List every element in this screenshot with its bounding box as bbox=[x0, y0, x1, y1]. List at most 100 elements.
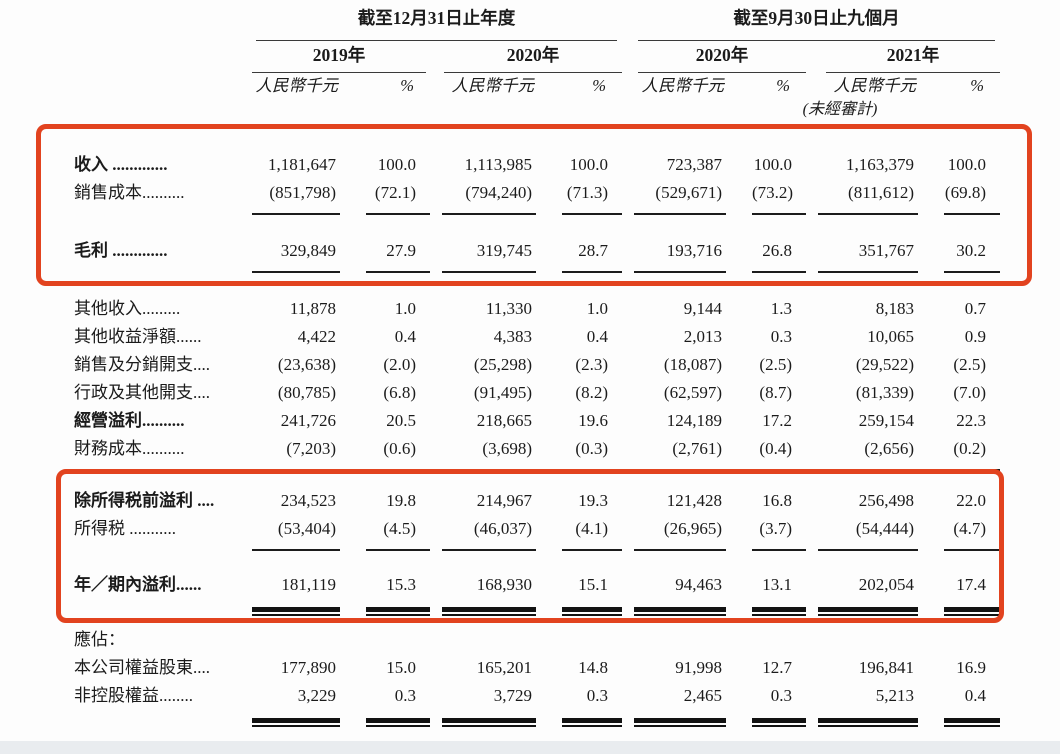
period-fy-title: 截至12月31日止年度 bbox=[256, 6, 617, 41]
cell-value: (25,298) bbox=[473, 355, 532, 374]
cell-value: (794,240) bbox=[442, 179, 536, 215]
cell-value: 0.4 bbox=[394, 327, 416, 346]
cell-value: 1,181,647 bbox=[268, 155, 336, 174]
cell-value: 17.2 bbox=[762, 411, 792, 430]
row-label: 毛利 ............. bbox=[74, 241, 168, 260]
cell-value: (80,785) bbox=[277, 383, 336, 402]
cell-value: (2,656) bbox=[818, 435, 918, 471]
row-label: 年／期內溢利...... bbox=[74, 575, 202, 594]
unaudited-note: (未經審計) bbox=[802, 101, 878, 118]
row-label: 本公司權益股東.... bbox=[74, 658, 210, 677]
table-row: 經營溢利.......... 241,726 20.5 218,665 19.6 124,… bbox=[40, 407, 1000, 435]
table-header-units: 人民幣千元 % 人民幣千元 % 人民幣千元 % 人民幣千元 % bbox=[40, 73, 1000, 99]
cell-value: (3,698) bbox=[442, 435, 536, 471]
cell-value: (0.6) bbox=[366, 435, 430, 471]
cell-value: (4.7) bbox=[944, 515, 1000, 551]
cell-value: 8,183 bbox=[875, 299, 914, 318]
table-body: 收入 ............. 1,181,647 100.0 1,113,985 1… bbox=[40, 151, 1000, 727]
cell-value: 181,119 bbox=[252, 571, 340, 616]
cell-value: 14.8 bbox=[578, 658, 608, 677]
row-label: 其他收入......... bbox=[74, 299, 181, 318]
cell-value: 1.0 bbox=[586, 299, 608, 318]
cell-value: 0.4 bbox=[586, 327, 608, 346]
cell-value: 351,767 bbox=[818, 237, 918, 273]
cell-value: 196,841 bbox=[858, 658, 914, 677]
table-row: 非控股權益........ 3,229 0.3 3,729 0.3 2,465 0.3 5,2… bbox=[40, 682, 1000, 727]
cell-value: 20.5 bbox=[386, 411, 416, 430]
cell-value: (851,798) bbox=[252, 179, 340, 215]
cell-value: 5,213 bbox=[818, 682, 918, 727]
cell-value: 319,745 bbox=[442, 237, 536, 273]
year-2019-fy: 2019年 bbox=[252, 43, 426, 73]
financial-table: 截至12月31日止年度 截至9月30日止九個月 2019年 2020年 2020… bbox=[40, 6, 1000, 727]
cell-value: 10,065 bbox=[867, 327, 914, 346]
cell-value: 100.0 bbox=[377, 155, 416, 174]
cell-value: 241,726 bbox=[280, 411, 336, 430]
cell-value: 100.0 bbox=[753, 155, 792, 174]
table-row: 除所得税前溢利 .... 234,523 19.8 214,967 19.3 121,42… bbox=[40, 487, 1000, 515]
cell-value: (2.3) bbox=[575, 355, 608, 374]
table-header-unaudited: (未經審計) bbox=[40, 99, 1000, 121]
percent-header: % bbox=[970, 76, 984, 95]
percent-header: % bbox=[776, 76, 790, 95]
row-label: 應佔： bbox=[74, 630, 125, 649]
cell-value: 723,387 bbox=[666, 155, 722, 174]
table-row: 所得税 ........... (53,404) (4.5) (46,037) (4.1… bbox=[40, 515, 1000, 551]
cell-value: 16.9 bbox=[956, 658, 986, 677]
cell-value: 4,383 bbox=[493, 327, 532, 346]
cell-value: 91,998 bbox=[675, 658, 722, 677]
cell-value: (0.2) bbox=[944, 435, 1000, 471]
row-label: 收入 ............. bbox=[74, 155, 168, 174]
cell-value: (2.5) bbox=[759, 355, 792, 374]
cell-value: (8.7) bbox=[759, 383, 792, 402]
table-row: 年／期內溢利...... 181,119 15.3 168,930 15.1 94,463… bbox=[40, 571, 1000, 616]
table-header-years: 2019年 2020年 2020年 2021年 bbox=[40, 41, 1000, 73]
cell-value: (7.0) bbox=[953, 383, 986, 402]
cell-value: 259,154 bbox=[858, 411, 914, 430]
cell-value: 168,930 bbox=[442, 571, 536, 616]
table-row: 銷售及分銷開支.... (23,638) (2.0) (25,298) (2.3) (18… bbox=[40, 351, 1000, 379]
percent-header: % bbox=[592, 76, 606, 95]
cell-value: 2,465 bbox=[634, 682, 726, 727]
cell-value: 16.8 bbox=[762, 491, 792, 510]
cell-value: 11,330 bbox=[485, 299, 532, 318]
cell-value: 94,463 bbox=[634, 571, 726, 616]
cell-value: 0.3 bbox=[752, 682, 806, 727]
cell-value: 15.3 bbox=[366, 571, 430, 616]
cell-value: 1,113,985 bbox=[464, 155, 532, 174]
cell-value: (62,597) bbox=[663, 383, 722, 402]
cell-value: (0.4) bbox=[752, 435, 806, 471]
cell-value: 165,201 bbox=[476, 658, 532, 677]
cell-value: 13.1 bbox=[752, 571, 806, 616]
row-label: 所得税 ........... bbox=[74, 519, 176, 538]
cell-value: (2.5) bbox=[953, 355, 986, 374]
cell-value: 0.4 bbox=[944, 682, 1000, 727]
cell-value: 0.9 bbox=[964, 327, 986, 346]
row-label: 銷售及分銷開支.... bbox=[74, 355, 210, 374]
year-2021-9m: 2021年 bbox=[826, 43, 1000, 73]
cell-value: (46,037) bbox=[442, 515, 536, 551]
cell-value: 2,013 bbox=[683, 327, 722, 346]
cell-value: 22.0 bbox=[956, 491, 986, 510]
cell-value: (2,761) bbox=[634, 435, 726, 471]
cell-value: 30.2 bbox=[944, 237, 1000, 273]
unit-header: 人民幣千元 bbox=[641, 76, 725, 95]
cell-value: (529,671) bbox=[634, 179, 726, 215]
table-row: 收入 ............. 1,181,647 100.0 1,113,985 1… bbox=[40, 151, 1000, 179]
cell-value: 19.3 bbox=[578, 491, 608, 510]
cell-value: 218,665 bbox=[476, 411, 532, 430]
cell-value: 193,716 bbox=[634, 237, 726, 273]
cell-value: (18,087) bbox=[663, 355, 722, 374]
row-label: 其他收益淨額...... bbox=[74, 327, 202, 346]
cell-value: 3,729 bbox=[442, 682, 536, 727]
cell-value: 0.3 bbox=[770, 327, 792, 346]
cell-value: 214,967 bbox=[476, 491, 532, 510]
cell-value: (71.3) bbox=[562, 179, 622, 215]
row-label: 行政及其他開支.... bbox=[74, 383, 210, 402]
percent-header: % bbox=[400, 76, 414, 95]
cell-value: 28.7 bbox=[562, 237, 622, 273]
cell-value: 0.3 bbox=[366, 682, 430, 727]
table-row: 其他收益淨額...... 4,422 0.4 4,383 0.4 2,013 0.3 10,0… bbox=[40, 323, 1000, 351]
cell-value: (81,339) bbox=[855, 383, 914, 402]
